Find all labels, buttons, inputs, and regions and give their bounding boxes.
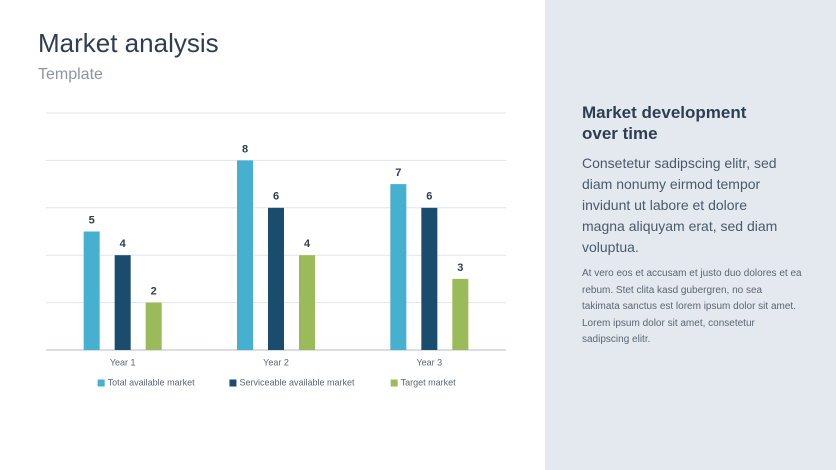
data-label: 5 <box>89 214 95 226</box>
side-text: Consetetur sadipscing elitr, sed diam no… <box>582 155 778 255</box>
data-label: 8 <box>242 143 248 155</box>
legend-label: Serviceable available market <box>239 377 355 387</box>
bar <box>114 255 131 350</box>
bar <box>421 207 438 350</box>
data-label: 3 <box>457 262 463 274</box>
x-tick-label: Year 3 <box>416 357 442 367</box>
bar <box>299 255 315 350</box>
data-label: 4 <box>120 238 127 250</box>
legend-label: Total available market <box>108 377 196 387</box>
side-panel-bg <box>545 0 836 470</box>
slide-title: Market analysis <box>38 28 219 58</box>
data-label: 6 <box>273 191 279 203</box>
bar <box>452 278 469 350</box>
legend-swatch <box>390 379 398 387</box>
bar <box>390 184 407 350</box>
slide-subtitle: Template <box>38 66 103 83</box>
bar <box>145 302 162 350</box>
side-heading: Market development over time <box>582 103 747 143</box>
x-tick-label: Year 2 <box>263 357 289 367</box>
data-label: 2 <box>151 286 157 298</box>
legend-swatch <box>229 379 237 387</box>
side-small-text: At vero eos et accusam et justo duo dolo… <box>582 268 802 345</box>
bar <box>83 231 100 350</box>
data-label: 4 <box>304 238 311 250</box>
data-label: 6 <box>426 191 432 203</box>
x-tick-label: Year 1 <box>110 357 136 367</box>
data-label: 7 <box>395 167 401 179</box>
bar <box>237 160 253 350</box>
legend-label: Target market <box>401 377 457 387</box>
bar <box>268 207 284 350</box>
legend-swatch <box>97 379 105 387</box>
